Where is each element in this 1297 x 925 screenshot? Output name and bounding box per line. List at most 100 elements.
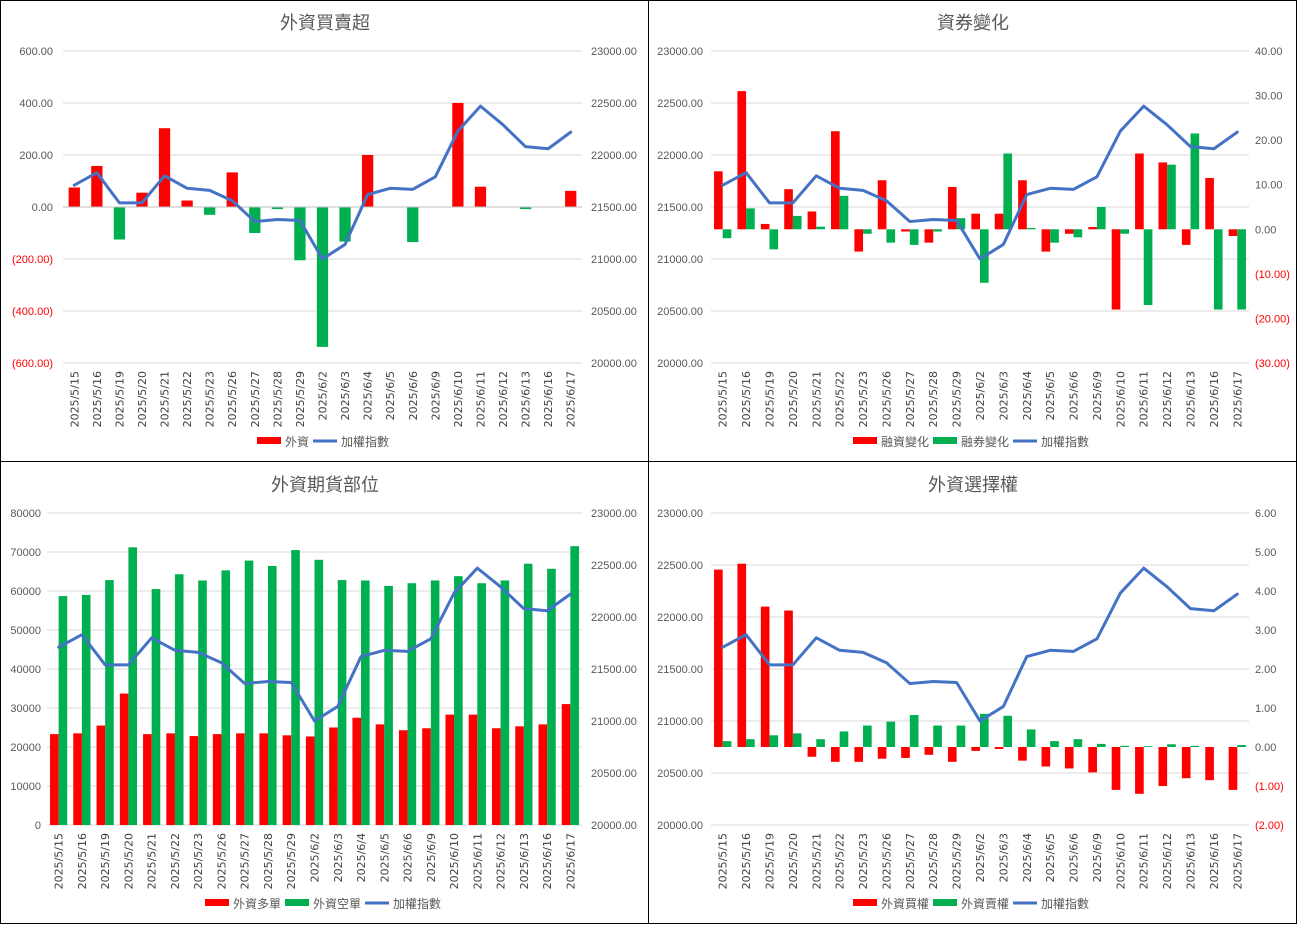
bar-series-0 [226,172,238,207]
bar-series-1 [314,559,324,825]
bar-series-1 [244,560,254,825]
bar-series-0 [714,171,723,230]
y-right-tick-label: (10.00) [1255,269,1290,281]
bar-series-1 [839,195,849,230]
chart-title: 資券變化 [937,13,1009,34]
bar-series-1 [1003,153,1013,230]
y-right-tick-label: (20.00) [1255,313,1290,325]
y-right-tick-label: 3.00 [1255,625,1276,637]
x-tick-label: 2025/6/6 [407,371,420,420]
x-tick-label: 2025/6/3 [339,371,352,420]
x-tick-label: 2025/6/5 [378,833,391,882]
y-right-tick-label: 40.00 [1255,46,1283,58]
y-left-tick-label: 22000.00 [657,612,703,624]
y-right-tick-label: 0.00 [1255,224,1276,236]
bar-series-0 [1205,178,1214,230]
bar-series-1 [1050,741,1059,747]
bar-series-1 [570,546,579,825]
x-tick-label: 2025/6/4 [1021,371,1034,420]
bar-series-0 [158,128,171,207]
legend-label: 外資空單 [313,897,361,911]
y-left-tick-label: 21000.00 [657,254,703,266]
bar-series-0 [784,189,793,230]
chart-title: 外資選擇權 [928,475,1018,496]
y-left-tick-label: 20500.00 [657,306,703,318]
y-left-tick-label: 50000 [10,625,41,637]
bar-series-0 [1135,747,1144,794]
y-right-tick-label: (2.00) [1255,820,1284,832]
bar-series-1 [1143,746,1153,747]
y-left-tick-label: 20000.00 [657,820,703,832]
bar-series-0 [1064,229,1074,234]
x-tick-label: 2025/6/11 [471,833,484,889]
x-tick-label: 2025/5/27 [904,833,917,889]
x-tick-label: 2025/6/10 [448,833,461,889]
y-right-tick-label: 1.00 [1255,703,1276,715]
legend-swatch [933,899,957,906]
bar-series-0 [189,736,199,825]
bar-series-0 [760,606,770,747]
legend-label: 外資多單 [233,897,281,911]
x-tick-label: 2025/5/16 [91,371,104,427]
bar-series-0 [119,693,129,825]
bar-series-0 [294,207,306,261]
x-tick-label: 2025/5/15 [53,833,66,889]
y-right-tick-label: 4.00 [1255,586,1276,598]
x-tick-label: 2025/6/17 [565,371,578,427]
x-tick-label: 2025/5/19 [763,833,776,889]
x-tick-label: 2025/6/16 [542,371,555,427]
bar-series-1 [863,725,872,747]
x-tick-label: 2025/6/17 [564,833,577,889]
y-right-tick-label: 21000.00 [591,254,637,266]
x-tick-label: 2025/5/28 [271,371,284,427]
y-left-tick-label: 20000 [10,742,41,754]
y-left-tick-label: 10000 [10,781,41,793]
bar-series-1 [337,580,347,825]
y-left-tick-label: 400.00 [19,98,53,110]
bar-series-0 [807,747,817,757]
legend-label: 加權指數 [1041,896,1089,911]
bar-series-1 [1190,133,1200,230]
x-tick-label: 2025/6/16 [1208,833,1221,889]
x-tick-label: 2025/5/21 [159,371,172,427]
bar-series-0 [971,213,980,230]
x-tick-label: 2025/6/2 [309,833,322,882]
bar-series-0 [737,563,747,747]
x-tick-label: 2025/5/20 [787,371,800,427]
bar-series-0 [236,733,245,825]
bar-series-0 [1041,747,1051,767]
bar-series-0 [901,229,910,232]
x-tick-label: 2025/6/6 [1068,833,1081,882]
x-tick-label: 2025/6/13 [1185,833,1198,889]
bar-series-1 [1120,229,1129,234]
x-tick-label: 2025/5/15 [68,371,81,427]
x-tick-label: 2025/5/28 [927,833,940,889]
y-right-tick-label: 10.00 [1255,180,1283,192]
bar-series-0 [924,747,934,755]
bar-series-0 [468,714,478,825]
bar-series-0 [854,229,864,252]
bar-series-0 [971,747,980,751]
y-left-tick-label: 30000 [10,703,41,715]
bar-series-0 [854,747,864,762]
bar-series-0 [259,733,268,825]
y-right-tick-label: 20000.00 [591,358,637,370]
legend-swatch [933,437,957,444]
x-tick-label: 2025/6/4 [362,371,375,420]
bar-series-0 [1158,162,1168,230]
legend-label: 融資變化 [881,434,929,449]
bar-series-0 [282,735,292,825]
x-tick-label: 2025/6/9 [429,371,442,420]
bar-series-1 [361,580,370,825]
x-tick-label: 2025/6/4 [1021,833,1034,882]
x-tick-label: 2025/6/6 [402,833,415,882]
bar-series-1 [980,713,989,747]
bar-series-0 [877,180,887,230]
legend-label: 外資買權 [881,897,929,911]
bar-series-1 [1003,715,1013,747]
y-right-tick-label: 23000.00 [591,46,637,58]
bar-series-0 [1181,229,1191,245]
x-tick-label: 2025/6/2 [974,833,987,882]
y-left-tick-label: 22000.00 [657,150,703,162]
bar-series-1 [523,563,533,825]
